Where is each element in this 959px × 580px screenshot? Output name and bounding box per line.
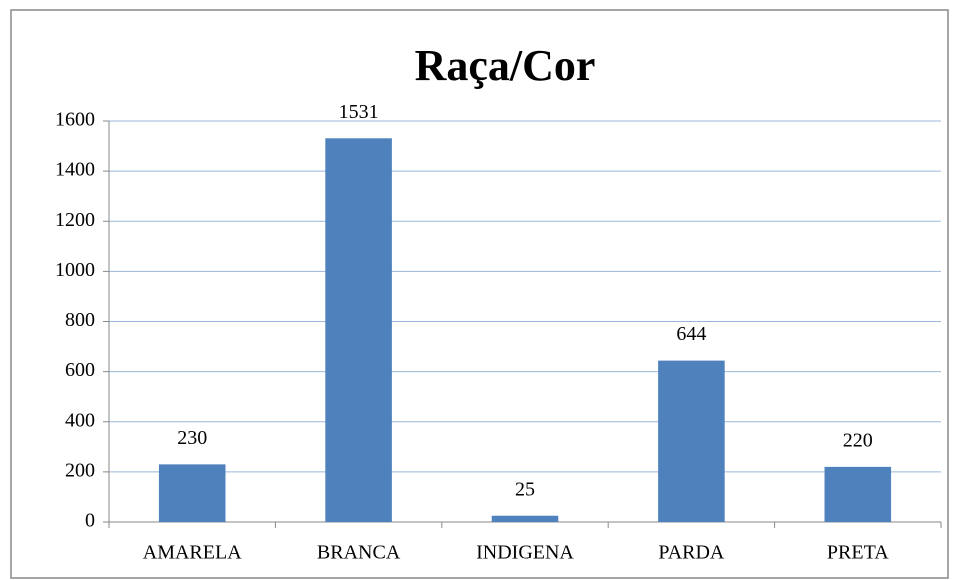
chart-title: Raça/Cor [415, 41, 596, 90]
data-label: 644 [676, 323, 706, 345]
y-tick-label: 1600 [55, 109, 95, 131]
data-label: 230 [177, 427, 207, 449]
x-tick-label: PRETA [827, 542, 889, 564]
y-tick-label: 400 [65, 409, 95, 431]
bar [325, 138, 392, 522]
data-label: 220 [843, 429, 873, 451]
chart-border [10, 9, 949, 579]
y-tick-label: 800 [65, 309, 95, 331]
bar [491, 515, 559, 522]
y-tick-label: 200 [65, 459, 95, 481]
bar [824, 466, 892, 522]
y-tick-label: 0 [85, 510, 95, 532]
bar [158, 464, 226, 522]
y-tick-label: 1000 [55, 259, 95, 281]
y-tick-label: 600 [65, 359, 95, 381]
x-tick-label: BRANCA [317, 542, 401, 564]
bar [658, 360, 725, 522]
y-tick-label: 1400 [55, 159, 95, 181]
x-tick-label: AMARELA [143, 542, 242, 564]
data-label: 25 [515, 478, 535, 500]
data-label: 1531 [339, 101, 379, 123]
x-tick-label: PARDA [658, 542, 725, 564]
x-tick-label: INDIGENA [476, 542, 574, 564]
y-tick-label: 1200 [55, 209, 95, 231]
